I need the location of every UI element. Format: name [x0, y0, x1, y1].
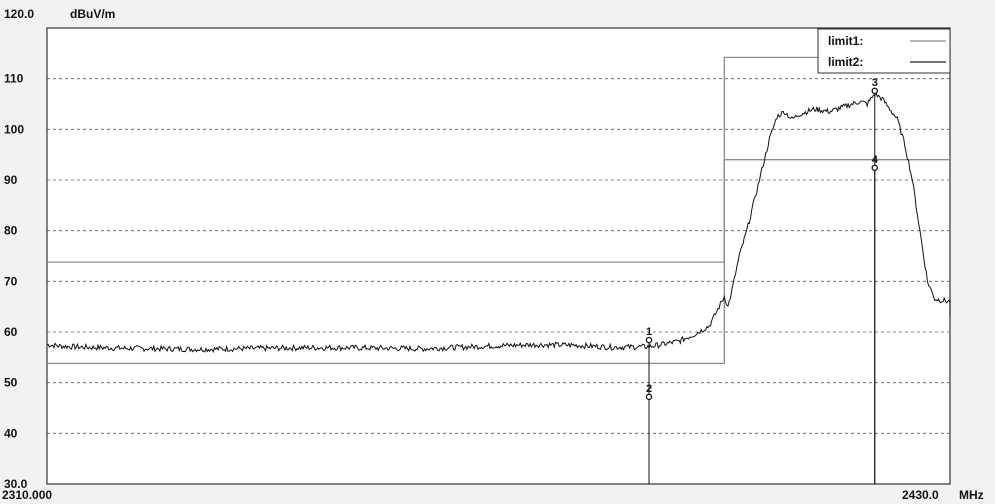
y-tick-label-80: 80	[4, 224, 18, 238]
y-top-label: 120.0	[4, 7, 34, 21]
y-tick-label-100: 100	[4, 122, 24, 136]
y-tick-label-30: 30.0	[4, 477, 28, 491]
y-tick-label-60: 60	[4, 325, 18, 339]
legend-entry-limit2: limit2:	[828, 55, 863, 69]
legend-entry-limit1: limit1:	[828, 34, 863, 48]
limit-line-2	[47, 159, 950, 365]
markers: 1 2 3 4	[645, 77, 879, 484]
y-tick-label-40: 40	[4, 426, 18, 440]
marker-label-3: 3	[872, 77, 878, 89]
x-axis-unit-label: MHz	[959, 488, 984, 502]
y-axis-unit-label: dBuV/m	[70, 7, 115, 21]
legend-box	[817, 28, 951, 74]
marker-label-1: 1	[646, 326, 652, 338]
y-tick-labels: 110 100 90 80 70 60 50 40 30.0	[4, 72, 28, 491]
y-tick-label-70: 70	[4, 274, 18, 288]
y-tick-label-90: 90	[4, 173, 18, 187]
marker-point-3	[871, 87, 879, 95]
marker-point-4	[871, 164, 879, 172]
plot-area	[46, 27, 951, 485]
legend: limit1: limit2:	[817, 28, 951, 74]
gridlines	[47, 78, 950, 434]
measurement-trace	[46, 91, 951, 354]
marker-label-2: 2	[646, 383, 652, 395]
x-start-label: 2310.000	[2, 488, 52, 502]
y-tick-label-50: 50	[4, 376, 18, 390]
marker-point-2	[645, 393, 653, 401]
marker-point-1	[645, 336, 653, 344]
marker-label-4: 4	[872, 154, 879, 166]
x-end-label: 2430.0	[902, 488, 939, 502]
y-tick-label-110: 110	[4, 72, 24, 86]
